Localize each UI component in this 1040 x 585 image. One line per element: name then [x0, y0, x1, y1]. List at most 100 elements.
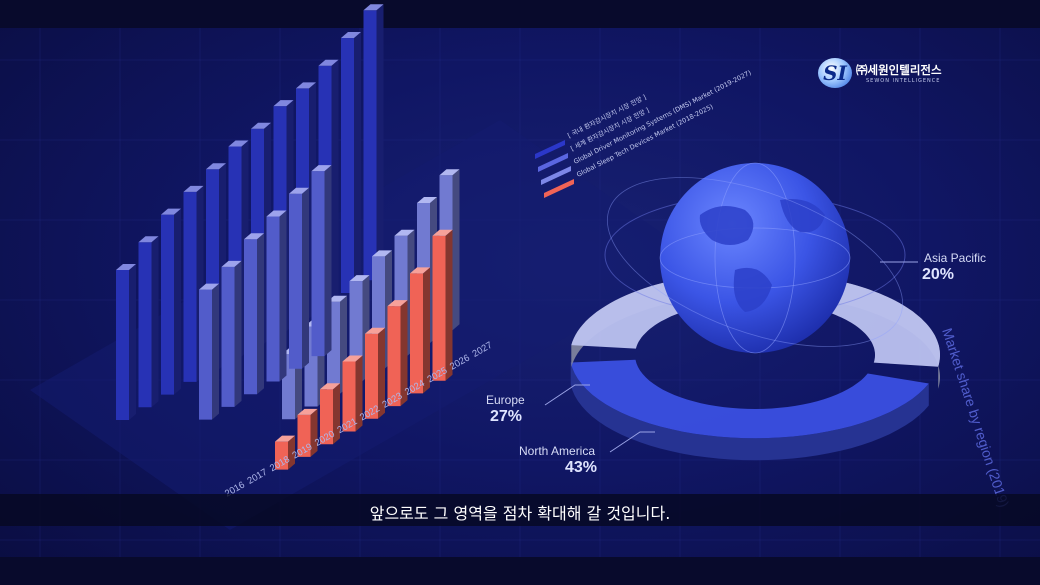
bar-side — [129, 264, 136, 420]
bar-front — [275, 441, 288, 470]
bar-top — [244, 233, 264, 240]
bar — [275, 435, 295, 470]
region-label-asia-pacific: Asia Pacific — [924, 251, 987, 265]
bar-top — [296, 82, 316, 89]
bar-side — [331, 59, 339, 306]
bar-front — [138, 242, 152, 408]
bar-top — [318, 59, 339, 66]
bar-top — [289, 187, 309, 194]
bar-chart — [30, 4, 700, 530]
bar-front — [297, 414, 311, 457]
bar-top — [266, 210, 287, 217]
bar-top — [394, 229, 415, 236]
bar-top — [327, 295, 347, 302]
bar-top — [199, 283, 219, 290]
bar-side — [257, 233, 264, 395]
bar-side — [302, 187, 309, 369]
bar-side — [310, 408, 318, 457]
bar-front — [161, 214, 174, 395]
bar — [138, 236, 159, 408]
globe-landmass — [733, 267, 772, 312]
bar-side — [324, 165, 332, 357]
bar-front — [342, 361, 356, 432]
donut-slice — [570, 359, 929, 439]
globe-landmass — [780, 199, 825, 233]
bar — [116, 264, 136, 420]
bar — [432, 229, 453, 381]
bar-top — [116, 264, 136, 270]
legend-swatch — [544, 179, 574, 198]
company-logo: SI ㈜세원인텔리전스 SEWON INTELLIGENCE — [818, 58, 948, 92]
bar — [266, 210, 287, 382]
bar-top — [297, 408, 318, 415]
bar-top — [372, 250, 392, 257]
subtitle-caption: 앞으로도 그 영역을 점차 확대해 갈 것입니다. — [369, 504, 671, 523]
bar-top — [320, 383, 340, 390]
bar-side — [288, 435, 295, 470]
bar — [311, 165, 332, 357]
region-value-europe: 27% — [490, 408, 523, 425]
orbit-line — [606, 177, 904, 347]
bar-top — [251, 122, 271, 129]
bar — [161, 208, 181, 395]
bar — [221, 260, 242, 407]
logo-subtitle: SEWON INTELLIGENCE — [866, 78, 941, 84]
legend-swatch — [541, 166, 571, 185]
donut-slice-wall — [570, 362, 929, 461]
leader-line-north-america — [609, 431, 655, 453]
globe-landmass — [699, 206, 754, 245]
donut-leader-lines — [544, 261, 918, 453]
bar-side — [376, 4, 384, 281]
bar-front — [387, 306, 401, 407]
bar — [341, 32, 361, 293]
letterbox-bottom — [0, 557, 1040, 585]
region-value-asia-pacific: 20% — [922, 266, 955, 283]
globe-icon — [604, 162, 906, 354]
region-value-north-america: 43% — [565, 459, 598, 476]
bar-top — [275, 435, 295, 442]
region-label-north-america: North America — [519, 444, 596, 458]
bar-side — [279, 210, 287, 382]
bar — [244, 233, 264, 395]
globe-sphere — [660, 163, 850, 353]
bar-side — [234, 260, 242, 407]
bar-top — [221, 260, 242, 267]
bar-top — [432, 229, 453, 236]
bar-top — [138, 236, 159, 243]
bar — [410, 267, 430, 394]
bar-front — [363, 10, 377, 281]
bar-side — [452, 169, 460, 331]
bar — [289, 187, 309, 369]
bar-front — [432, 235, 446, 381]
bar-top — [349, 275, 370, 282]
bar-front — [311, 171, 325, 357]
bar-front — [116, 270, 129, 420]
bar — [297, 408, 318, 457]
bar-side — [445, 229, 453, 381]
bar-top — [341, 32, 361, 38]
logo-mark: SI — [818, 58, 852, 88]
legend-swatch — [535, 140, 565, 159]
bar-top — [363, 4, 384, 11]
bar-side — [355, 355, 363, 432]
bar — [199, 283, 219, 420]
bar-side — [174, 208, 181, 395]
bar-top — [311, 165, 332, 172]
bar — [365, 327, 385, 419]
bar-side — [378, 327, 385, 419]
bar-front — [199, 289, 212, 420]
bar-top — [183, 185, 204, 192]
bar-front — [289, 193, 302, 369]
bar-top — [273, 100, 294, 107]
bar-front — [266, 216, 280, 382]
bar — [363, 4, 384, 281]
bar-front — [341, 38, 354, 293]
bar-front — [320, 389, 333, 445]
bar — [320, 383, 340, 445]
bar-side — [423, 267, 430, 394]
leader-line-europe — [544, 384, 590, 406]
bar-front — [183, 191, 197, 382]
donut-slice — [807, 280, 940, 367]
